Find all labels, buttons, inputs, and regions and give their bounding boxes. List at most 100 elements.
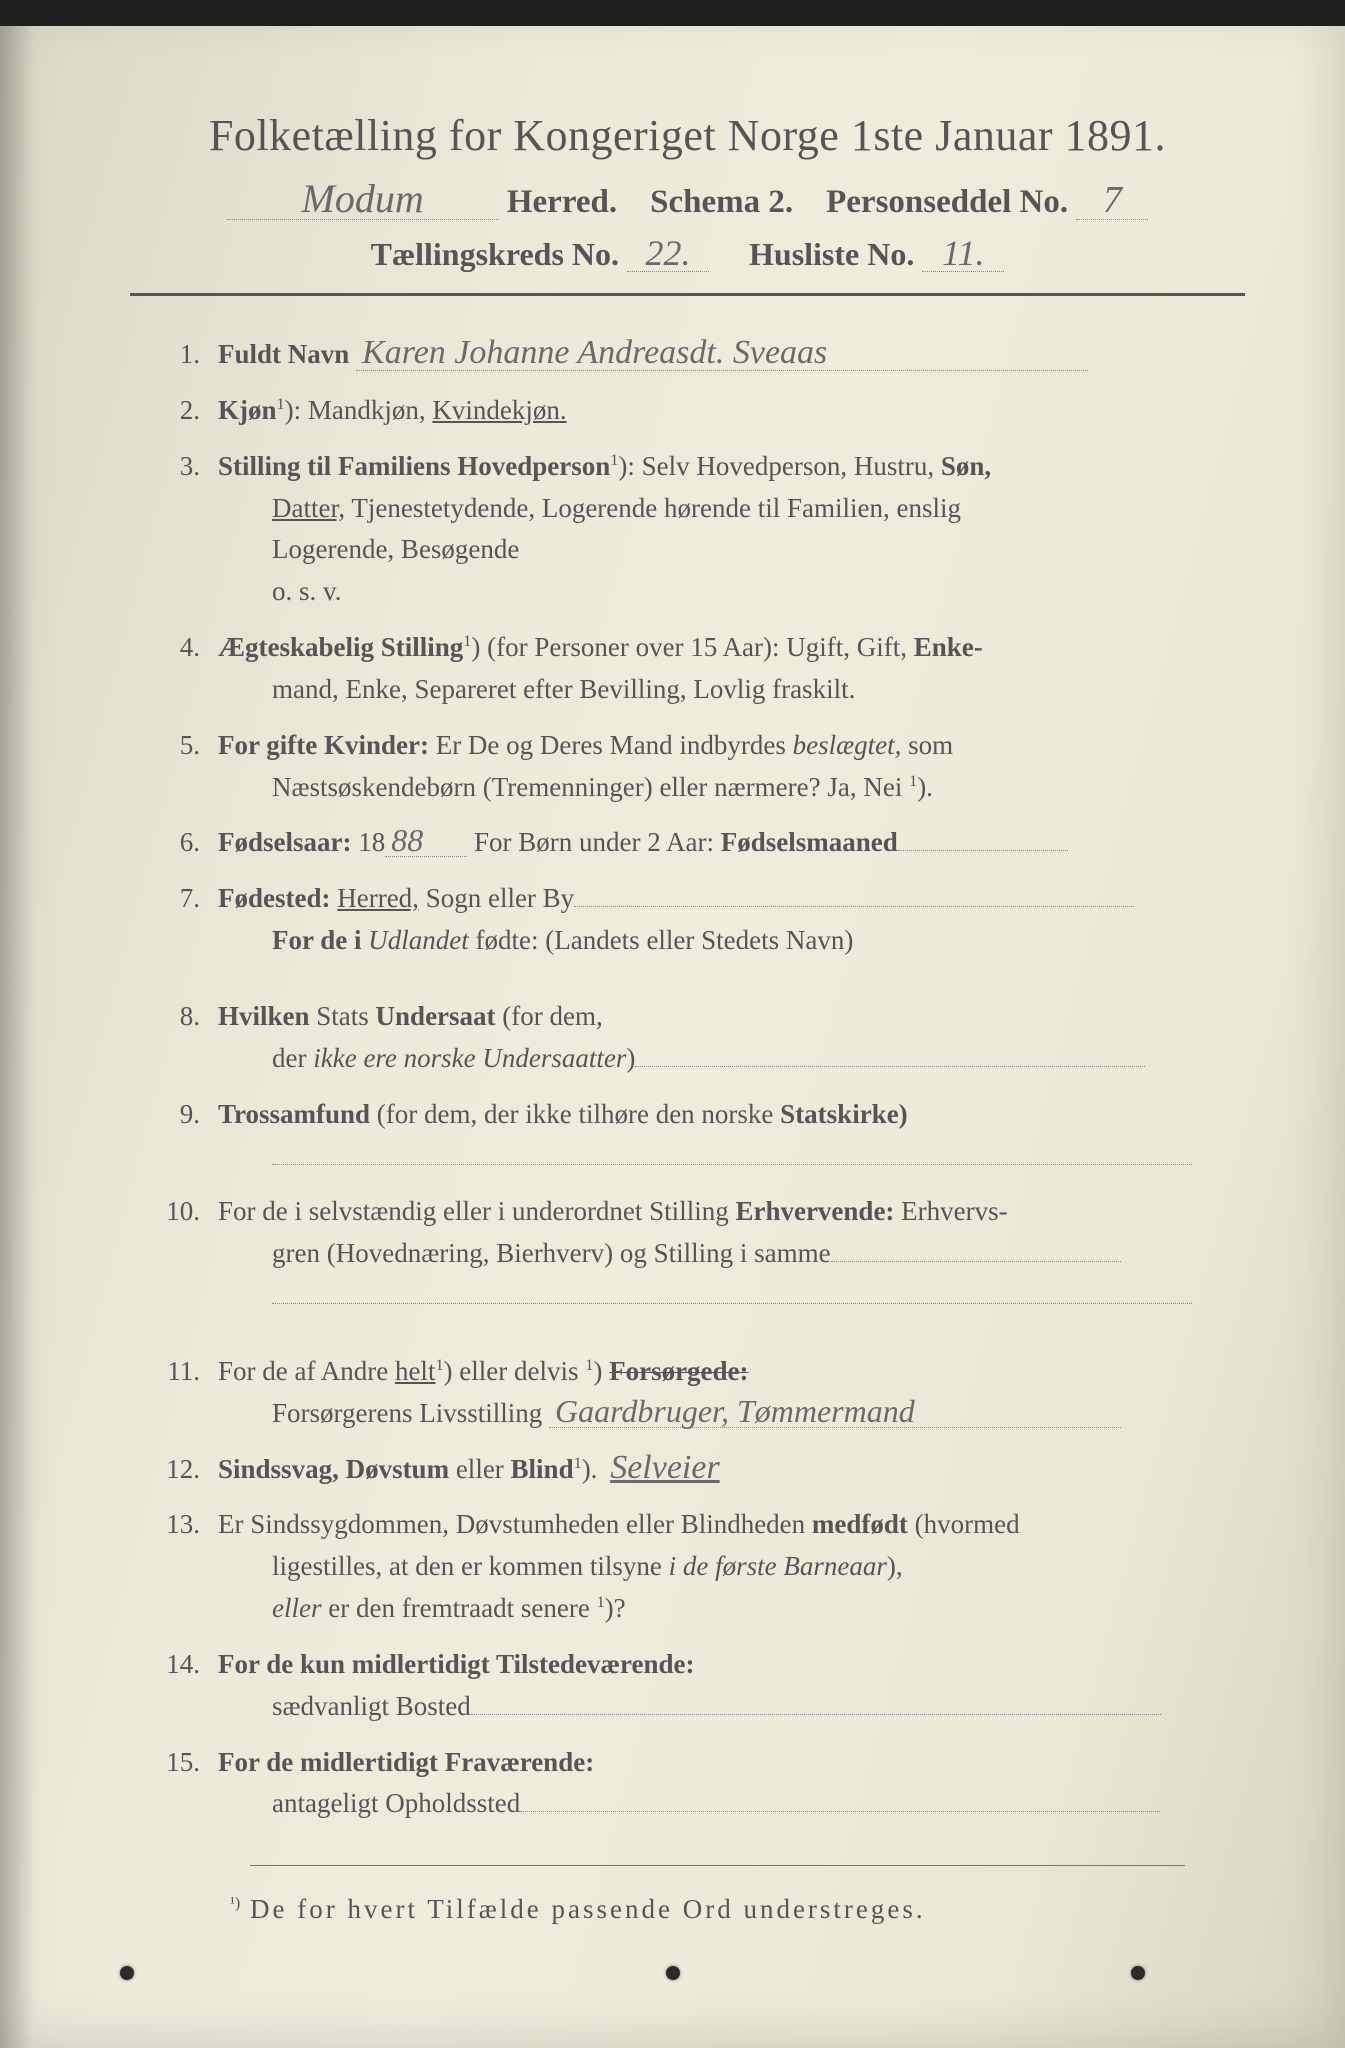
cont: Logerende, Besøgende <box>218 529 1245 571</box>
item-body: Hvilken Stats Undersaat (for dem, der ik… <box>218 996 1245 1080</box>
cont: ligestilles, at den er kommen tilsyne i … <box>218 1546 1245 1588</box>
blank-line <box>831 1234 1121 1262</box>
text: der <box>272 1043 313 1073</box>
text: )? <box>605 1593 626 1623</box>
item-number: 13. <box>130 1504 218 1630</box>
form-header: Folketælling for Kongeriget Norge 1ste J… <box>130 110 1245 273</box>
text: For Børn under 2 Aar: <box>467 827 720 857</box>
blank-line <box>520 1784 1160 1812</box>
item-number: 2. <box>130 390 218 432</box>
blank-line <box>218 1275 1245 1317</box>
text: er den fremtraadt senere <box>321 1593 596 1623</box>
item-number: 6. <box>130 822 218 864</box>
cont: Forsørgerens Livsstilling Gaardbruger, T… <box>218 1393 1245 1435</box>
text: ): Selv Hovedperson, Hustru, <box>618 451 940 481</box>
item-body: Fødested: Herred, Sogn eller By For de i… <box>218 878 1245 962</box>
item-number: 15. <box>130 1742 218 1826</box>
item-2: 2. Kjøn1): Mandkjøn, Kvindekjøn. <box>130 390 1245 432</box>
cont: sædvanligt Bosted <box>218 1686 1245 1728</box>
label-fodselsmaaned: Fødselsmaaned <box>721 827 898 857</box>
value-livsstilling: Gaardbruger, Tømmermand <box>549 1395 1121 1428</box>
text-son: Søn, <box>941 451 991 481</box>
value-selveier: Selveier <box>604 1451 726 1485</box>
item-5: 5. For gifte Kvinder: Er De og Deres Man… <box>130 725 1245 809</box>
label-stilling: Stilling til Familiens Hovedperson <box>218 451 610 481</box>
text: ligestilles, at den er kommen tilsyne <box>272 1551 669 1581</box>
text-ikke-norske: ikke ere norske Undersaatter <box>313 1043 626 1073</box>
text: For de i <box>272 925 368 955</box>
item-number: 9. <box>130 1094 218 1178</box>
form-title: Folketælling for Kongeriget Norge 1ste J… <box>130 110 1245 161</box>
form-items: 1. Fuldt Navn Karen Johanne Andreasdt. S… <box>130 334 1245 1825</box>
text: sædvanligt Bosted <box>272 1691 471 1721</box>
personseddel-label: Personseddel No. <box>826 184 1068 220</box>
text: (for dem, <box>496 1001 603 1031</box>
text: ). <box>917 772 933 802</box>
text: antageligt Opholdssted <box>272 1788 520 1818</box>
item-body: Ægteskabelig Stilling1) (for Personer ov… <box>218 627 1245 711</box>
text: Stats <box>310 1001 376 1031</box>
text-forsorgede: Forsørgede: <box>609 1356 748 1386</box>
text: Er De og Deres Mand indbyrdes <box>429 730 793 760</box>
item-number: 4. <box>130 627 218 711</box>
text: ) <box>626 1043 635 1073</box>
item-number: 7. <box>130 878 218 962</box>
text-statskirke: Statskirke) <box>780 1099 908 1129</box>
text: For de i selvstændig eller i underordnet… <box>218 1196 735 1226</box>
text: ), <box>887 1551 903 1581</box>
text: Hvilken <box>218 1001 310 1031</box>
item-number: 1. <box>130 334 218 376</box>
text-medfodt: medfødt <box>812 1509 908 1539</box>
personseddel-value: 7 <box>1076 181 1148 220</box>
footnote: ¹) De for hvert Tilfælde passende Ord un… <box>230 1894 1245 1925</box>
label-trossamfund: Trossamfund <box>218 1099 370 1129</box>
text-barneaar: i de første Barneaar <box>669 1551 887 1581</box>
item-number: 10. <box>130 1191 218 1317</box>
item-body: For de midlertidigt Fraværende: antageli… <box>218 1742 1245 1826</box>
text: Erhvervs- <box>894 1196 1007 1226</box>
item-body: For gifte Kvinder: Er De og Deres Mand i… <box>218 725 1245 809</box>
text-beslaegtet: beslægtet, <box>793 730 902 760</box>
cont: Næstsøskendebørn (Tremenninger) eller næ… <box>218 767 1245 809</box>
item-9: 9. Trossamfund (for dem, der ikke tilhør… <box>130 1094 1245 1178</box>
text: Forsørgerens Livsstilling <box>272 1398 542 1428</box>
binding-hole-icon <box>120 1966 134 1980</box>
text: ): Mandkjøn, <box>285 395 433 425</box>
cont: For de i Udlandet fødte: (Landets eller … <box>218 920 1245 962</box>
text-blind: Blind <box>511 1454 574 1484</box>
text: (for dem, der ikke tilhøre den norske <box>370 1099 780 1129</box>
text: Undersaat <box>376 1001 496 1031</box>
text: Næstsøskendebørn (Tremenninger) eller næ… <box>272 772 909 802</box>
text: 18 <box>351 827 385 857</box>
header-line-3: Tællingskreds No. 22. Husliste No. 11. <box>130 235 1245 273</box>
label-kjon: Kjøn <box>218 395 277 425</box>
item-number: 3. <box>130 446 218 613</box>
blank-line <box>574 879 1134 907</box>
cont: Datter, Tjenestetydende, Logerende høren… <box>218 488 1245 530</box>
value-helt: helt <box>395 1356 436 1386</box>
footnote-marker: 1 <box>597 1593 605 1611</box>
blank-line <box>898 823 1068 851</box>
item-1: 1. Fuldt Navn Karen Johanne Andreasdt. S… <box>130 334 1245 376</box>
footnote-marker: 1 <box>574 1454 582 1472</box>
item-body: For de i selvstændig eller i underordnet… <box>218 1191 1245 1317</box>
footnote-marker: ¹) <box>230 1894 240 1912</box>
blank-line <box>635 1039 1145 1067</box>
footnote-rule <box>250 1865 1185 1866</box>
cont: mand, Enke, Separeret efter Bevilling, L… <box>218 669 1245 711</box>
text: Tjenestetydende, Logerende hørende til F… <box>345 493 961 523</box>
item-number: 11. <box>130 1351 218 1435</box>
cont: eller er den fremtraadt senere 1)? <box>218 1588 1245 1630</box>
label-aegteskab: Ægteskabelig Stilling <box>218 632 463 662</box>
item-body: Er Sindssygdommen, Døvstumheden eller Bl… <box>218 1504 1245 1630</box>
text: ). <box>582 1454 598 1484</box>
item-13: 13. Er Sindssygdommen, Døvstumheden elle… <box>130 1504 1245 1630</box>
binding-hole-icon <box>666 1966 680 1980</box>
value-datter: Datter, <box>272 493 345 523</box>
footnote-marker: 1 <box>435 1356 443 1374</box>
label-tilstedevaerende: For de kun midlertidigt Tilstedeværende: <box>218 1649 695 1679</box>
value-kvindekjon: Kvindekjøn. <box>432 395 566 425</box>
item-15: 15. For de midlertidigt Fraværende: anta… <box>130 1742 1245 1826</box>
item-14: 14. For de kun midlertidigt Tilstedevære… <box>130 1644 1245 1728</box>
header-line-2: Modum Herred. Schema 2. Personseddel No.… <box>130 179 1245 221</box>
